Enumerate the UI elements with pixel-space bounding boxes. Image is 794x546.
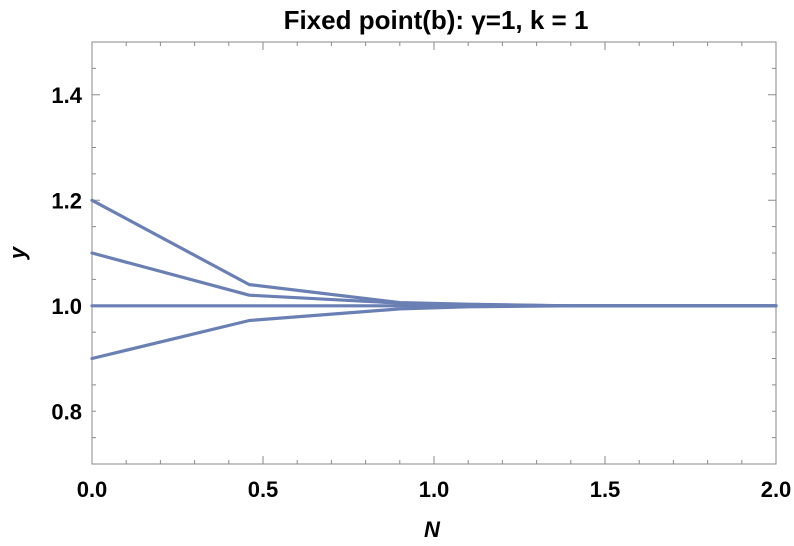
y-tick-label: 1.4 (51, 83, 82, 108)
x-tick-label: 0.0 (77, 477, 108, 502)
y-tick-labels: 0.8 1.0 1.2 1.4 (51, 83, 82, 425)
chart-title: Fixed point(b): γ=1, k = 1 (284, 5, 589, 35)
y-tick-label: 0.8 (51, 399, 82, 424)
series-line-1 (90, 198, 778, 308)
x-tick-labels: 0.0 0.5 1.0 1.5 2.0 (77, 477, 792, 502)
x-tick-label: 1.0 (419, 477, 450, 502)
x-tick-label: 2.0 (761, 477, 792, 502)
x-tick-label: 1.5 (590, 477, 621, 502)
plot-frame (91, 41, 777, 465)
y-tick-label: 1.2 (51, 188, 82, 213)
series-line-4 (90, 304, 778, 361)
y-tick-label: 1.0 (51, 294, 82, 319)
series-line-2 (90, 251, 778, 308)
x-tick-label: 0.5 (248, 477, 279, 502)
tick-marks (91, 41, 777, 465)
series-layer (90, 198, 778, 361)
x-axis-label: N (424, 517, 441, 542)
y-axis-label: y (5, 245, 30, 260)
